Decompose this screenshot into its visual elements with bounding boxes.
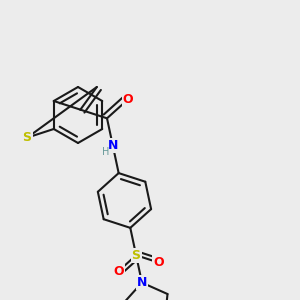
Text: S: S bbox=[22, 131, 32, 144]
Text: N: N bbox=[108, 139, 118, 152]
Text: S: S bbox=[132, 249, 141, 262]
Text: O: O bbox=[122, 93, 133, 106]
Text: O: O bbox=[113, 265, 124, 278]
Text: N: N bbox=[137, 276, 147, 289]
Text: H: H bbox=[102, 147, 109, 158]
Text: O: O bbox=[153, 256, 164, 269]
